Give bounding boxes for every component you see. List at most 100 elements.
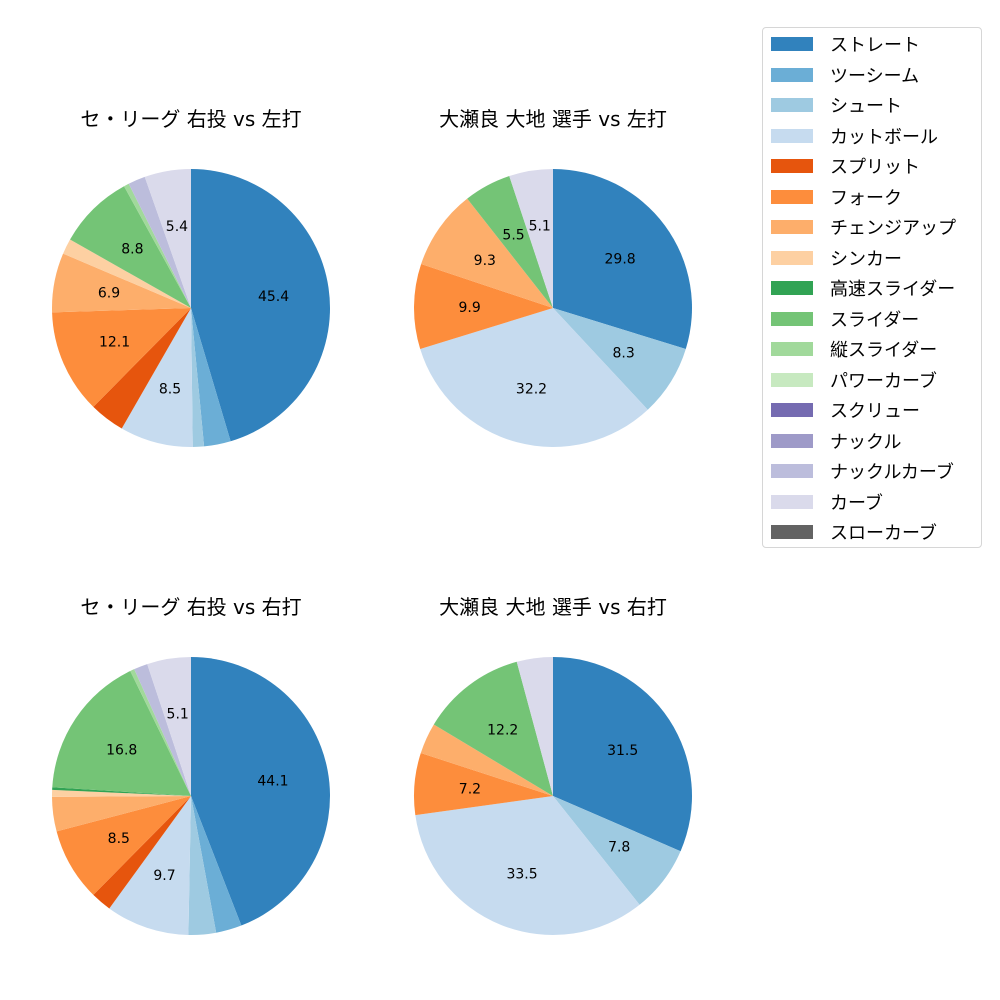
legend-swatch (771, 433, 813, 448)
legend-item: ストレート (771, 34, 920, 56)
pie-slice (191, 308, 205, 447)
slice-percent-label: 8.3 (613, 345, 635, 361)
slice-percent-label: 16.8 (106, 743, 137, 759)
pie-slice (191, 657, 330, 926)
slice-percent-label: 9.3 (474, 253, 496, 269)
legend-item: ナックル (771, 431, 902, 453)
pie-slice (93, 308, 191, 429)
legend-swatch (771, 128, 813, 143)
pie-slice (191, 308, 231, 447)
legend-item: パワーカーブ (771, 370, 937, 392)
legend-item: シンカー (771, 248, 902, 270)
legend-label: スローカーブ (830, 523, 937, 544)
legend-label: カーブ (830, 492, 883, 514)
pie-slice (52, 670, 191, 796)
slice-percent-label: 33.5 (506, 866, 537, 882)
legend-label: ナックルカーブ (830, 462, 954, 483)
pie-title-league-vs-right: セ・リーグ 右投 vs 右打 (80, 595, 302, 619)
legend-label: フォーク (830, 187, 902, 209)
legend-swatch (771, 37, 813, 51)
slice-percent-label: 6.9 (98, 286, 120, 302)
pie-slice (420, 308, 648, 448)
legend-item: ツーシーム (771, 65, 920, 87)
legend-item: 縦スライダー (771, 339, 938, 361)
legend-label: ツーシーム (830, 65, 920, 87)
slice-percent-label: 9.9 (458, 300, 480, 316)
legend-item: カーブ (771, 492, 883, 514)
pie-title-pitcher-vs-left: 大瀬良 大地 選手 vs 左打 (439, 107, 667, 131)
pie-chart: 31.5 7.8 33.5 7.2 12.2 (413, 657, 692, 935)
slice-percent-label: 9.7 (153, 868, 175, 884)
slice-percent-label: 31.5 (607, 743, 638, 759)
slice-percent-label: 5.1 (529, 219, 551, 235)
pie-slice (553, 796, 681, 905)
legend-swatch (771, 464, 813, 478)
pie-slice (413, 753, 553, 816)
legend-swatch (771, 98, 813, 112)
pie-slice (191, 168, 331, 442)
legend-item: スプリット (771, 156, 920, 178)
slice-percent-label: 5.1 (167, 707, 189, 723)
pie-title-league-vs-left: セ・リーグ 右投 vs 左打 (80, 107, 302, 131)
legend-item: スライダー (771, 309, 920, 331)
legend-swatch (771, 494, 813, 509)
pie-slice (509, 169, 553, 308)
legend-swatch (771, 372, 813, 387)
legend-item: シュート (771, 95, 902, 117)
legend-swatch (771, 342, 813, 356)
pie-slice (420, 724, 553, 796)
slice-percent-label: 44.1 (257, 774, 288, 790)
pie-slice (188, 796, 217, 935)
legend-item: スクリュー (771, 400, 920, 422)
legend-label: ストレート (830, 35, 920, 56)
pie-slice (415, 796, 640, 935)
pie-slice (191, 796, 242, 933)
legend-item: カットボール (771, 126, 938, 148)
slice-percent-label: 8.5 (108, 831, 130, 847)
pie-slice (421, 198, 553, 308)
legend-swatch (771, 525, 813, 539)
legend-item: スローカーブ (771, 522, 937, 544)
pie-slice (553, 308, 686, 410)
legend-swatch (771, 159, 813, 173)
slice-percent-label: 45.4 (258, 289, 289, 305)
pie-slice (52, 787, 191, 796)
pie-slice (433, 661, 553, 796)
legend-label: シュート (830, 96, 902, 117)
legend-label: チェンジアップ (830, 218, 956, 239)
slice-percent-label: 12.1 (99, 334, 130, 350)
slice-percent-label: 8.5 (159, 382, 181, 398)
pie-slice (109, 796, 191, 935)
legend-label: シンカー (830, 248, 902, 270)
pie-slice (553, 657, 692, 852)
legend-label: 縦スライダー (830, 340, 938, 361)
slice-percent-label: 7.8 (608, 840, 630, 856)
pie-slice (52, 308, 191, 407)
pie-slice (52, 253, 191, 313)
pie-slice (516, 657, 553, 796)
pie-slice (56, 796, 191, 895)
legend-label: スライダー (830, 309, 920, 331)
legend-item: チェンジアップ (771, 217, 956, 239)
legend-swatch (771, 189, 813, 204)
legend-swatch (771, 67, 813, 82)
legend-label: ナックル (830, 431, 902, 453)
pie-slice (414, 264, 553, 350)
slice-percent-label: 5.5 (502, 228, 524, 244)
legend-swatch (771, 220, 813, 234)
legend-swatch (771, 250, 813, 265)
pie-slice (93, 796, 191, 909)
legend-swatch (771, 403, 813, 417)
legend-item: ナックルカーブ (771, 461, 954, 483)
legend-label: カットボール (830, 126, 938, 148)
pie-slice (144, 169, 191, 308)
pie-slice (52, 796, 191, 832)
legend-label: スプリット (830, 157, 920, 178)
pie-slice (134, 664, 191, 796)
slice-percent-label: 29.8 (605, 251, 636, 267)
pie-chart: 29.8 8.3 32.2 9.9 9.3 5.5 5.1 (414, 169, 693, 448)
slice-percent-label: 7.2 (459, 782, 481, 798)
pie-slice (147, 657, 191, 796)
legend: ストレートツーシームシュートカットボール スプリットフォークチェンジアップ シンカー… (762, 27, 982, 548)
